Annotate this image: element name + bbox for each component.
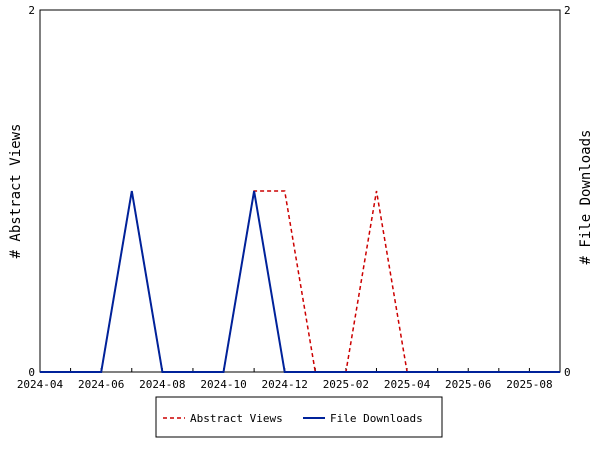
x-tick-label: 2025-06	[445, 378, 491, 391]
plot-area	[39, 9, 561, 373]
legend-label-file-downloads: File Downloads	[330, 412, 423, 425]
legend: Abstract Views File Downloads	[155, 396, 443, 438]
y2-tick-label: 0	[564, 366, 571, 379]
series-line-file-downloads	[40, 190, 560, 373]
x-tick-label: 2024-12	[262, 378, 308, 391]
y-tick-label: 2	[28, 4, 35, 17]
y2-axis-title: # File Downloads	[578, 130, 594, 265]
legend-box	[155, 396, 443, 438]
series-lines	[40, 190, 560, 373]
y-tick-label: 0	[28, 366, 35, 379]
y2-tick-label: 2	[564, 4, 571, 17]
x-tick-label: 2024-04	[17, 378, 64, 391]
x-tick-label: 2024-08	[139, 378, 185, 391]
x-tick-label: 2024-10	[200, 378, 246, 391]
x-axis: 2024-04 2024-06 2024-08 2024-10 2024-12 2025-…	[17, 368, 561, 391]
x-tick-label: 2025-02	[323, 378, 369, 391]
legend-label-abstract-views: Abstract Views	[190, 412, 283, 425]
x-tick-label: 2025-08	[506, 378, 552, 391]
x-tick-label: 2024-06	[78, 378, 124, 391]
y-axis-title: # Abstract Views	[8, 124, 24, 259]
x-tick-label: 2025-04	[384, 378, 431, 391]
